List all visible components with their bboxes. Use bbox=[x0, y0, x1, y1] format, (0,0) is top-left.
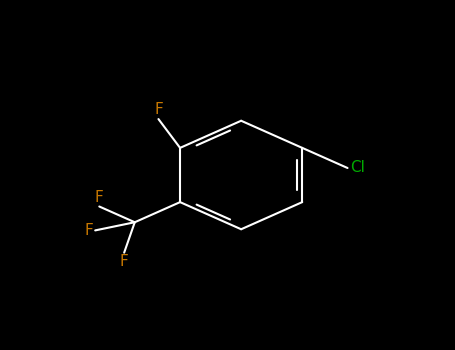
Text: F: F bbox=[95, 190, 104, 205]
Text: F: F bbox=[84, 223, 93, 238]
Text: F: F bbox=[154, 102, 163, 117]
Text: F: F bbox=[120, 254, 128, 270]
Text: Cl: Cl bbox=[350, 161, 365, 175]
